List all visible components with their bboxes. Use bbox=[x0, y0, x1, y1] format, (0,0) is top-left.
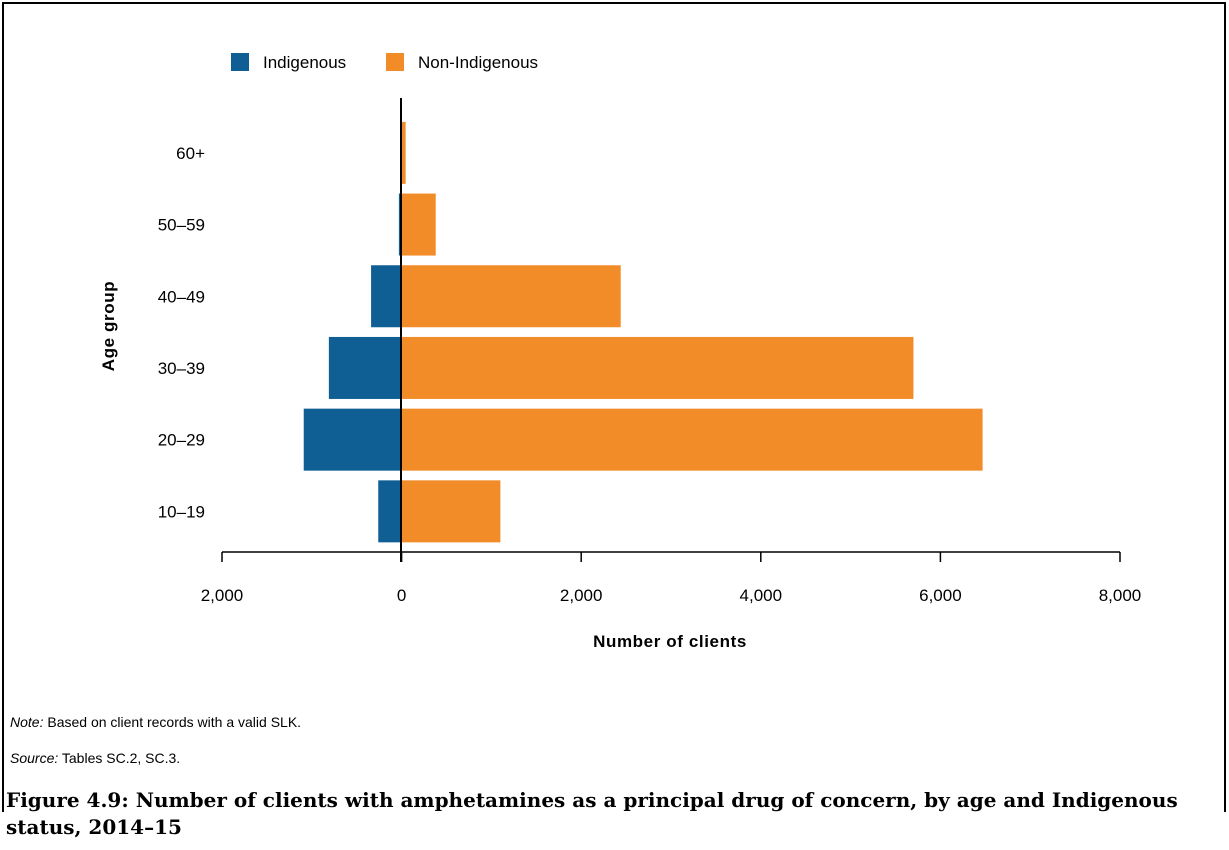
y-tick-label: 40–49 bbox=[158, 287, 205, 306]
figure-frame bbox=[2, 2, 1226, 812]
y-axis-title: Age group bbox=[99, 281, 118, 371]
chart: Indigenous Non-Indigenous 10–19 20–29 30–39… bbox=[99, 53, 1142, 651]
y-tick-label: 30–39 bbox=[158, 359, 205, 378]
legend-label-1: Non-Indigenous bbox=[418, 53, 538, 72]
y-tick-label: 50–59 bbox=[158, 216, 205, 235]
bar-indigenous-0 bbox=[378, 480, 401, 543]
bar-indigenous-4 bbox=[398, 193, 401, 256]
x-tick-label: 2,000 bbox=[201, 586, 244, 605]
bar-non-indigenous-1 bbox=[401, 408, 983, 471]
bar-non-indigenous-5 bbox=[401, 121, 406, 184]
axes-group bbox=[221, 98, 1121, 562]
legend: Indigenous Non-Indigenous bbox=[231, 53, 538, 72]
y-tick-label: 10–19 bbox=[158, 502, 205, 521]
x-tick-label: 0 bbox=[397, 586, 406, 605]
note-label: Note: bbox=[10, 714, 44, 730]
x-axis-title: Number of clients bbox=[593, 632, 747, 651]
legend-label-0: Indigenous bbox=[263, 53, 346, 72]
x-tick-label: 8,000 bbox=[1099, 586, 1142, 605]
bar-indigenous-3 bbox=[371, 265, 401, 328]
bar-indigenous-2 bbox=[328, 336, 401, 399]
ticks-group: 10–19 20–29 30–39 40–49 50–59 60+ 2,000 0 2,000 4… bbox=[158, 144, 1142, 605]
bar-non-indigenous-0 bbox=[401, 480, 501, 543]
x-tick-label: 4,000 bbox=[740, 586, 783, 605]
source-text: Tables SC.2, SC.3. bbox=[58, 750, 181, 766]
y-tick-label: 60+ bbox=[176, 144, 205, 163]
note-text: Based on client records with a valid SLK… bbox=[43, 714, 302, 730]
x-tick-label: 6,000 bbox=[919, 586, 962, 605]
note-line: Note: Based on client records with a val… bbox=[10, 714, 301, 730]
bar-non-indigenous-2 bbox=[401, 336, 914, 399]
legend-swatch-0 bbox=[231, 53, 249, 71]
bar-non-indigenous-3 bbox=[401, 265, 621, 328]
source-line: Source: Tables SC.2, SC.3. bbox=[10, 750, 180, 766]
bar-indigenous-1 bbox=[303, 408, 401, 471]
figure-caption: Figure 4.9: Number of clients with amphe… bbox=[6, 788, 1178, 839]
bars-group bbox=[303, 121, 983, 543]
y-tick-label: 20–29 bbox=[158, 431, 205, 450]
x-tick-label: 2,000 bbox=[560, 586, 603, 605]
source-label: Source: bbox=[10, 750, 59, 766]
legend-swatch-1 bbox=[386, 53, 404, 71]
bar-non-indigenous-4 bbox=[401, 193, 436, 256]
